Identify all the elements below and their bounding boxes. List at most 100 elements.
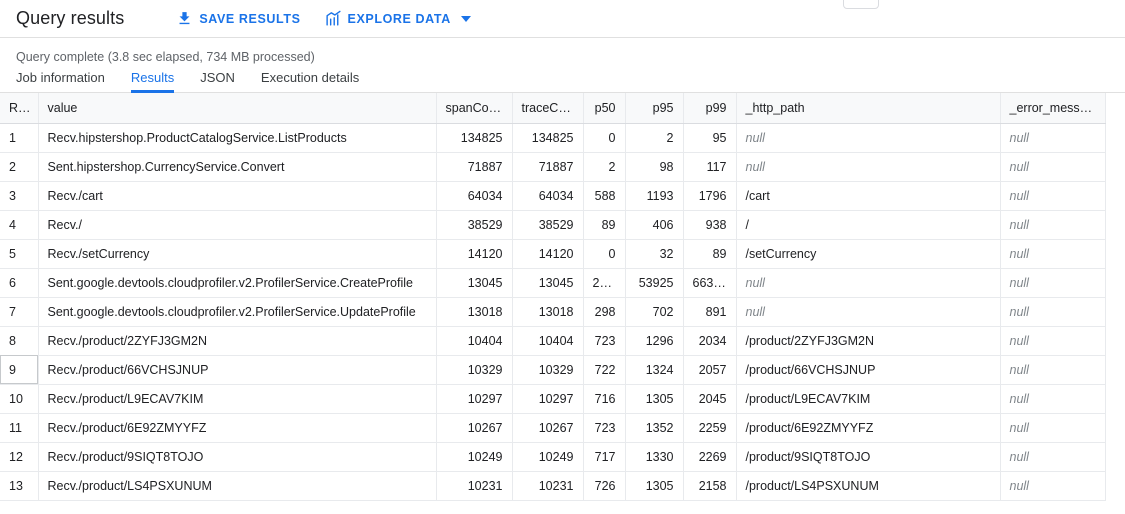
cell-http-path[interactable]: null: [736, 123, 1001, 153]
cell-p50[interactable]: 588: [583, 181, 626, 211]
cell-value[interactable]: Recv./product/2ZYFJ3GM2N: [38, 326, 437, 356]
cell-tracecount[interactable]: 10231: [512, 471, 584, 501]
cell-p50[interactable]: 89: [583, 210, 626, 240]
cell-row[interactable]: 12: [0, 442, 39, 472]
cell-p50[interactable]: 0: [583, 239, 626, 269]
cell-p50[interactable]: 298: [583, 297, 626, 327]
cell-p95[interactable]: 1352: [625, 413, 684, 443]
cell-error-message[interactable]: null: [1000, 152, 1106, 182]
cell-http-path[interactable]: /product/6E92ZMYYFZ: [736, 413, 1001, 443]
cell-p99[interactable]: 89: [683, 239, 737, 269]
cell-error-message[interactable]: null: [1000, 297, 1106, 327]
cell-error-message[interactable]: null: [1000, 355, 1106, 385]
cell-spancount[interactable]: 10404: [436, 326, 513, 356]
cell-p99[interactable]: 1796: [683, 181, 737, 211]
cell-spancount[interactable]: 13045: [436, 268, 513, 298]
cell-p50[interactable]: 717: [583, 442, 626, 472]
cell-p95[interactable]: 1324: [625, 355, 684, 385]
cell-p99[interactable]: 2158: [683, 471, 737, 501]
table-row[interactable]: 7 Sent.google.devtools.cloudprofiler.v2.P…: [0, 297, 1106, 327]
column-header-http-path[interactable]: _http_path: [736, 93, 1001, 124]
cell-http-path[interactable]: null: [736, 152, 1001, 182]
cell-spancount[interactable]: 71887: [436, 152, 513, 182]
cell-tracecount[interactable]: 10329: [512, 355, 584, 385]
column-header-value[interactable]: value: [38, 93, 437, 124]
cell-p95[interactable]: 1305: [625, 384, 684, 414]
table-row[interactable]: 11 Recv./product/6E92ZMYYFZ 10267 10267 723 1…: [0, 413, 1106, 443]
cell-http-path[interactable]: null: [736, 268, 1001, 298]
table-row[interactable]: 10 Recv./product/L9ECAV7KIM 10297 10297 716 1…: [0, 384, 1106, 414]
cell-error-message[interactable]: null: [1000, 442, 1106, 472]
cell-tracecount[interactable]: 71887: [512, 152, 584, 182]
cell-spancount[interactable]: 10267: [436, 413, 513, 443]
cell-row[interactable]: 13: [0, 471, 39, 501]
cell-error-message[interactable]: null: [1000, 384, 1106, 414]
chevron-down-icon[interactable]: [460, 15, 471, 22]
column-header-p95[interactable]: p95: [625, 93, 684, 124]
cell-tracecount[interactable]: 134825: [512, 123, 584, 153]
cell-value[interactable]: Recv./product/L9ECAV7KIM: [38, 384, 437, 414]
cell-tracecount[interactable]: 64034: [512, 181, 584, 211]
cut-off-button[interactable]: [843, 0, 879, 9]
cell-p99[interactable]: 2034: [683, 326, 737, 356]
cell-value[interactable]: Recv./: [38, 210, 437, 240]
column-header-spancount[interactable]: spanCount: [436, 93, 513, 124]
cell-row[interactable]: 8: [0, 326, 39, 356]
cell-tracecount[interactable]: 10249: [512, 442, 584, 472]
cell-row[interactable]: 9: [0, 355, 39, 385]
cell-value[interactable]: Recv./product/66VCHSJNUP: [38, 355, 437, 385]
cell-p95[interactable]: 1296: [625, 326, 684, 356]
cell-http-path[interactable]: null: [736, 297, 1001, 327]
results-table-container[interactable]: Row value spanCount traceCount p50 p95 p…: [0, 93, 1125, 501]
cell-p99[interactable]: 117: [683, 152, 737, 182]
tab-job-information[interactable]: Job information: [16, 70, 105, 85]
cell-p95[interactable]: 406: [625, 210, 684, 240]
cell-row[interactable]: 2: [0, 152, 39, 182]
cell-spancount[interactable]: 134825: [436, 123, 513, 153]
cell-p99[interactable]: 2259: [683, 413, 737, 443]
cell-row[interactable]: 10: [0, 384, 39, 414]
cell-spancount[interactable]: 13018: [436, 297, 513, 327]
cell-p95[interactable]: 32: [625, 239, 684, 269]
cell-value[interactable]: Recv.hipstershop.ProductCatalogService.L…: [38, 123, 437, 153]
cell-spancount[interactable]: 64034: [436, 181, 513, 211]
cell-tracecount[interactable]: 10297: [512, 384, 584, 414]
cell-p95[interactable]: 702: [625, 297, 684, 327]
explore-data-button[interactable]: EXPLORE DATA: [325, 10, 471, 27]
cell-spancount[interactable]: 14120: [436, 239, 513, 269]
cell-p95[interactable]: 53925: [625, 268, 684, 298]
cell-http-path[interactable]: /setCurrency: [736, 239, 1001, 269]
cell-http-path[interactable]: /: [736, 210, 1001, 240]
cell-p95[interactable]: 1330: [625, 442, 684, 472]
cell-p50[interactable]: 2: [583, 152, 626, 182]
cell-spancount[interactable]: 10249: [436, 442, 513, 472]
cell-spancount[interactable]: 10231: [436, 471, 513, 501]
cell-p50[interactable]: 726: [583, 471, 626, 501]
cell-error-message[interactable]: null: [1000, 413, 1106, 443]
save-results-button[interactable]: SAVE RESULTS: [176, 10, 300, 27]
cell-value[interactable]: Sent.hipstershop.CurrencyService.Convert: [38, 152, 437, 182]
column-header-p99[interactable]: p99: [683, 93, 737, 124]
table-row[interactable]: 13 Recv./product/LS4PSXUNUM 10231 10231 726 1…: [0, 471, 1106, 501]
cell-p50[interactable]: 716: [583, 384, 626, 414]
cell-p95[interactable]: 1305: [625, 471, 684, 501]
table-row[interactable]: 8 Recv./product/2ZYFJ3GM2N 10404 10404 723 12…: [0, 326, 1106, 356]
cell-spancount[interactable]: 10329: [436, 355, 513, 385]
cell-value[interactable]: Recv./product/9SIQT8TOJO: [38, 442, 437, 472]
cell-tracecount[interactable]: 38529: [512, 210, 584, 240]
cell-p95[interactable]: 98: [625, 152, 684, 182]
cell-row[interactable]: 5: [0, 239, 39, 269]
cell-value[interactable]: Recv./product/6E92ZMYYFZ: [38, 413, 437, 443]
cell-p50[interactable]: 723: [583, 413, 626, 443]
cell-p50[interactable]: 723: [583, 326, 626, 356]
table-row[interactable]: 1 Recv.hipstershop.ProductCatalogService.…: [0, 123, 1106, 153]
cell-p99[interactable]: 891: [683, 297, 737, 327]
table-row[interactable]: 6 Sent.google.devtools.cloudprofiler.v2.P…: [0, 268, 1106, 298]
cell-http-path[interactable]: /product/2ZYFJ3GM2N: [736, 326, 1001, 356]
cell-p95[interactable]: 1193: [625, 181, 684, 211]
table-row[interactable]: 2 Sent.hipstershop.CurrencyService.Conver…: [0, 152, 1106, 182]
cell-tracecount[interactable]: 13018: [512, 297, 584, 327]
column-header-tracecount[interactable]: traceCount: [512, 93, 584, 124]
cell-tracecount[interactable]: 14120: [512, 239, 584, 269]
tab-results[interactable]: Results: [130, 70, 175, 93]
